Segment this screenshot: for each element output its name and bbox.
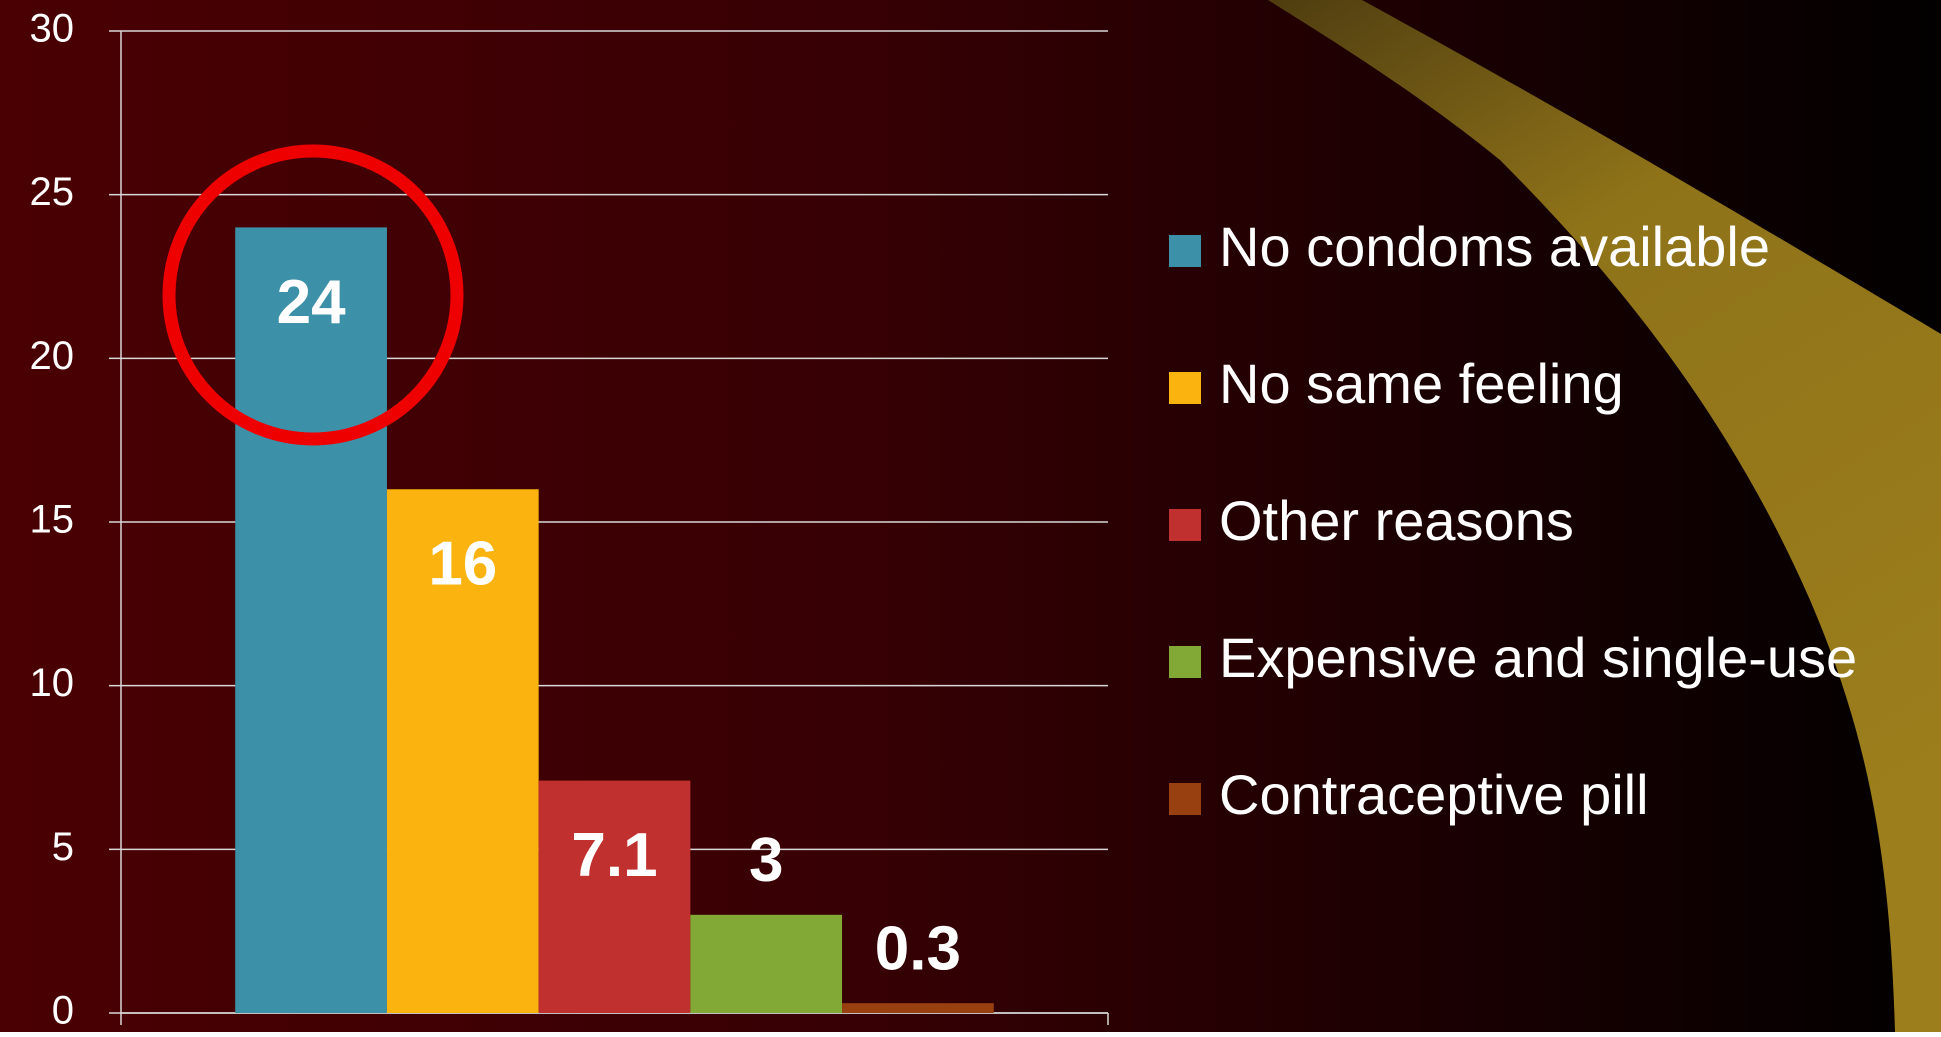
legend-label: No condoms available — [1219, 215, 1770, 278]
bar — [690, 915, 842, 1013]
legend-label: Contraceptive pill — [1219, 763, 1649, 826]
data-label: 7.1 — [571, 821, 657, 890]
y-tick-label: 30 — [30, 7, 75, 51]
chart: 0 5 10 15 20 25 30 24 16 7.1 3 0.3 No condoms availa… — [0, 0, 1941, 1032]
legend-label: No same feeling — [1219, 352, 1624, 415]
data-label: 24 — [277, 268, 346, 337]
y-tick-label: 0 — [52, 989, 74, 1032]
y-tick-label: 15 — [30, 498, 75, 542]
y-tick-label: 10 — [30, 661, 75, 705]
y-tick-label: 20 — [30, 334, 75, 378]
y-tick-label: 25 — [30, 170, 75, 214]
data-label: 3 — [749, 826, 783, 895]
bar — [842, 1003, 994, 1013]
bar — [235, 227, 387, 1013]
legend-swatch — [1169, 783, 1201, 815]
data-label: 16 — [428, 530, 497, 599]
legend-swatch — [1169, 509, 1201, 541]
bar — [539, 781, 691, 1013]
legend-label: Other reasons — [1219, 489, 1574, 552]
legend-swatch — [1169, 646, 1201, 678]
legend-label: Expensive and single-use — [1219, 626, 1857, 689]
legend-swatch — [1169, 372, 1201, 404]
legend-swatch — [1169, 235, 1201, 267]
data-label: 0.3 — [875, 915, 961, 984]
y-tick-label: 5 — [52, 825, 74, 869]
